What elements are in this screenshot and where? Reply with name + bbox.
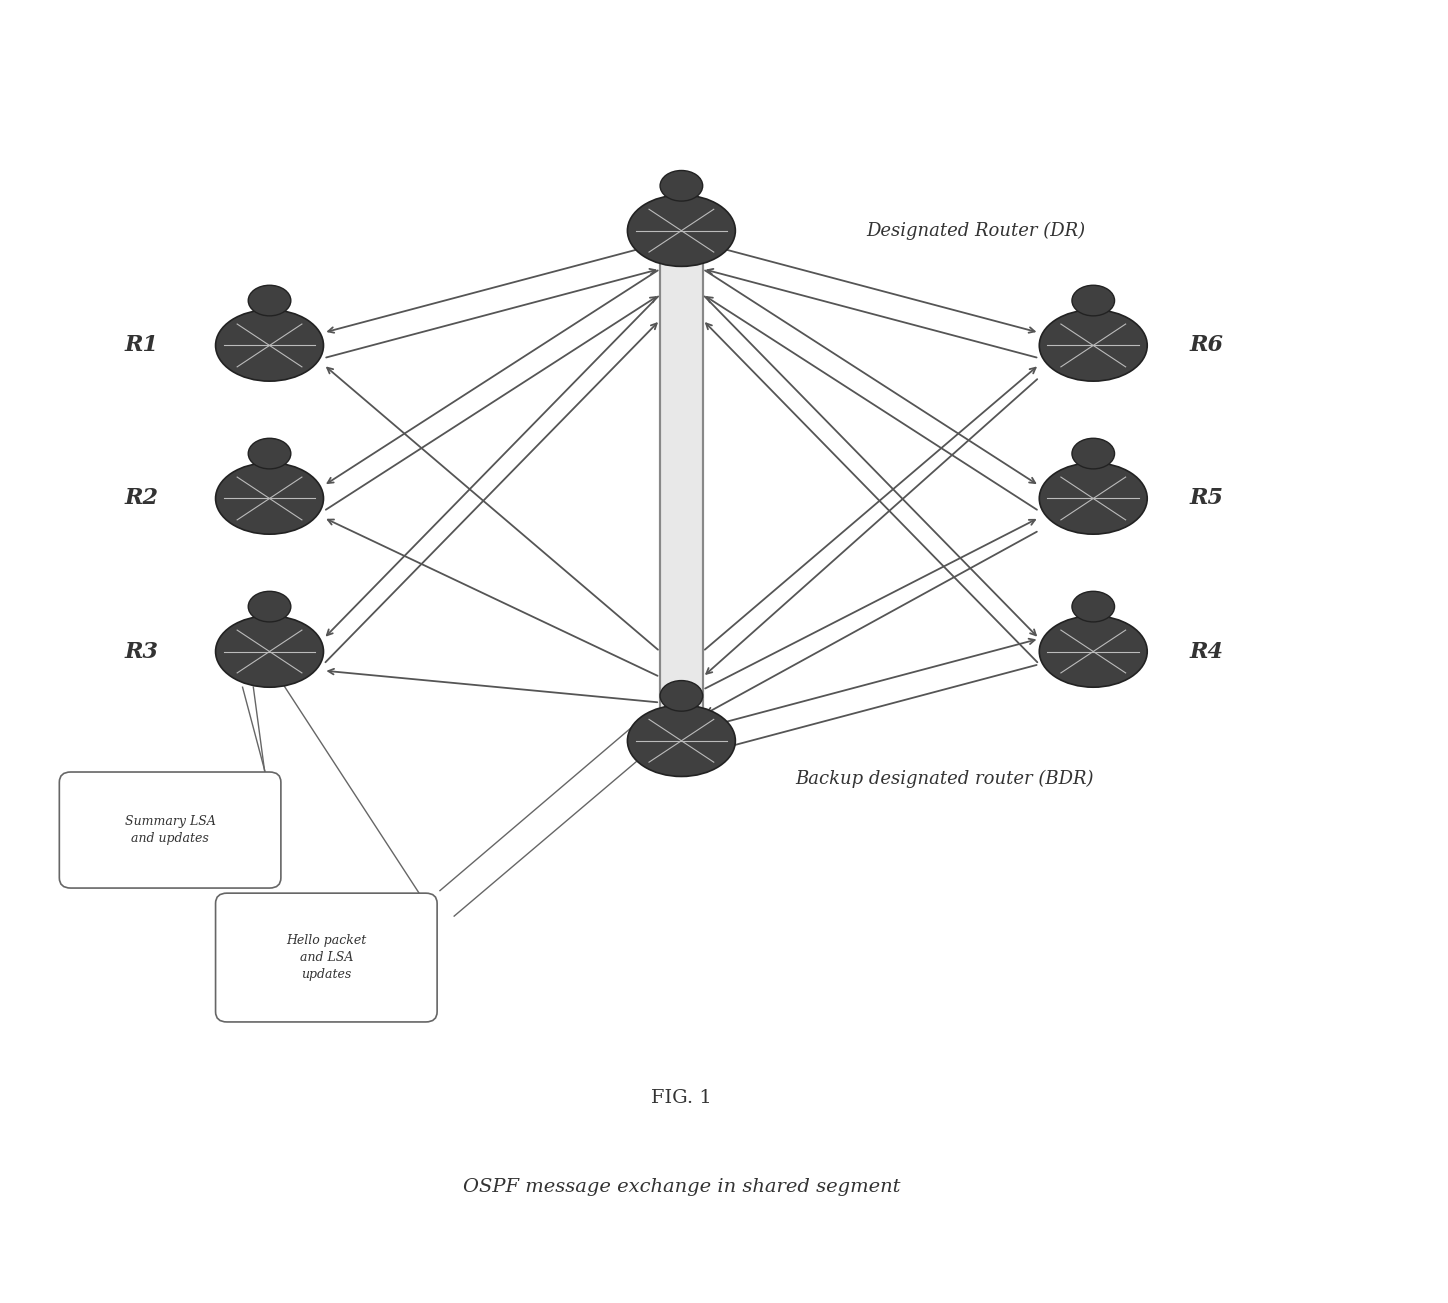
FancyBboxPatch shape [59, 771, 281, 889]
Ellipse shape [248, 285, 291, 315]
FancyBboxPatch shape [216, 893, 437, 1022]
Ellipse shape [248, 438, 291, 469]
Ellipse shape [1040, 310, 1147, 382]
Text: Designated Router (DR): Designated Router (DR) [866, 222, 1085, 240]
Ellipse shape [216, 616, 323, 687]
Ellipse shape [660, 680, 702, 711]
Text: FIG. 1: FIG. 1 [652, 1089, 712, 1106]
Text: OSPF message exchange in shared segment: OSPF message exchange in shared segment [463, 1178, 901, 1196]
Text: R5: R5 [1190, 487, 1224, 509]
Ellipse shape [1040, 616, 1147, 687]
Ellipse shape [660, 171, 702, 201]
Ellipse shape [1072, 438, 1115, 469]
Text: R6: R6 [1190, 335, 1224, 357]
Ellipse shape [248, 592, 291, 622]
Text: R4: R4 [1190, 641, 1224, 662]
Ellipse shape [1072, 592, 1115, 622]
Bar [660, 231, 702, 741]
Ellipse shape [1040, 463, 1147, 534]
Ellipse shape [627, 195, 736, 266]
Ellipse shape [216, 310, 323, 382]
Text: R1: R1 [125, 335, 159, 357]
Text: Summary LSA
and updates: Summary LSA and updates [125, 816, 216, 846]
Ellipse shape [1072, 285, 1115, 315]
Ellipse shape [216, 463, 323, 534]
Text: R2: R2 [125, 487, 159, 509]
Ellipse shape [627, 705, 736, 777]
Text: Backup designated router (BDR): Backup designated router (BDR) [795, 770, 1093, 788]
Text: R3: R3 [125, 641, 159, 662]
Text: Hello packet
and LSA
updates: Hello packet and LSA updates [287, 934, 366, 981]
